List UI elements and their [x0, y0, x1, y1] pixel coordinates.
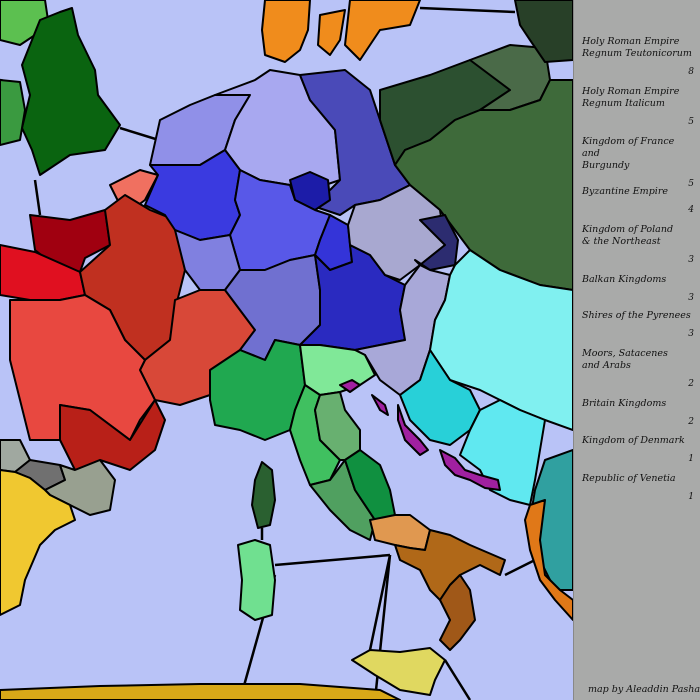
territory-spoleto[interactable] — [344, 449, 396, 521]
legend-entry: Holy Roman Empire Regnum Italicum 5 — [582, 86, 694, 128]
territory-corfu[interactable] — [439, 449, 501, 491]
territory-greece-coast[interactable] — [524, 499, 573, 621]
continent-name: Moors, Satacenes and Arabs — [582, 348, 668, 371]
continent-name: Kingdom of France and Burgundy — [582, 136, 675, 171]
legend-entry: Republic of Venetia 1 — [582, 473, 694, 503]
territory-calabria[interactable] — [439, 574, 476, 651]
continent-name: Holy Roman Empire Regnum Italicum — [582, 86, 680, 109]
territory-denmark-jutland[interactable] — [261, 0, 311, 63]
territory-silesia[interactable] — [347, 184, 446, 281]
legend-entry: Kingdom of Poland & the Northeast 3 — [582, 224, 694, 266]
territory-rome[interactable] — [369, 514, 431, 551]
continent-bonus: 1 — [688, 454, 694, 464]
territory-scania[interactable] — [344, 0, 421, 61]
legend-entry: Moors, Satacenes and Arabs 2 — [582, 348, 694, 390]
legend-entry: Holy Roman Empire Regnum Teutonicorum 8 — [582, 36, 694, 78]
territory-dalmatia[interactable] — [371, 394, 389, 416]
legend-entry: Balkan Kingdoms 3 — [582, 274, 694, 304]
continent-bonus: 2 — [688, 379, 694, 389]
territory-wales[interactable] — [0, 79, 26, 146]
territory-north-africa[interactable] — [0, 683, 401, 700]
continent-name: Kingdom of Denmark — [582, 435, 685, 446]
territory-venice[interactable] — [339, 379, 361, 393]
map-credit: map by Aleaddin Pasha — [588, 684, 700, 695]
continent-bonus: 1 — [688, 492, 694, 502]
continent-name: Republic of Venetia — [582, 473, 676, 484]
continent-name: Kingdom of Poland & the Northeast — [582, 224, 674, 247]
territory-sardinia[interactable] — [237, 539, 276, 621]
continent-bonus: 2 — [688, 417, 694, 427]
continent-name: Holy Roman Empire Regnum Teutonicorum — [582, 36, 692, 59]
continent-bonus: 3 — [688, 255, 694, 265]
continent-name: Byzantine Empire — [582, 186, 668, 197]
continent-bonus: 3 — [688, 329, 694, 339]
continent-name: Balkan Kingdoms — [582, 274, 667, 285]
continent-bonus: 3 — [688, 293, 694, 303]
legend-entry: Kingdom of France and Burgundy 5 — [582, 136, 694, 190]
continent-bonus: 4 — [688, 205, 694, 215]
continent-name: Shires of the Pyrenees — [582, 310, 691, 321]
territory-denmark-islands[interactable] — [317, 9, 346, 56]
territory-sicily[interactable] — [351, 647, 446, 696]
legend-entry: Britain Kingdoms 2 — [582, 398, 694, 428]
territory-naples[interactable] — [394, 529, 506, 601]
territory-lithuania[interactable] — [514, 0, 573, 63]
continent-bonus: 8 — [688, 67, 694, 77]
continent-bonus: 5 — [688, 179, 694, 189]
continent-bonus: 5 — [688, 117, 694, 127]
legend-entry: Kingdom of Denmark 1 — [582, 435, 694, 465]
territory-thrace[interactable] — [459, 399, 546, 506]
legend-entry: Shires of the Pyrenees 3 — [582, 310, 694, 340]
territory-toulouse[interactable] — [59, 399, 166, 471]
territory-castile[interactable] — [0, 469, 76, 616]
legend-entry: Byzantine Empire 4 — [582, 186, 694, 216]
territory-corsica[interactable] — [251, 461, 276, 529]
continent-legend: Holy Roman Empire Regnum Teutonicorum 8 H… — [573, 0, 700, 700]
game-map — [0, 0, 573, 700]
territory-england[interactable] — [21, 7, 121, 176]
continent-name: Britain Kingdoms — [582, 398, 667, 409]
territory-ragusa[interactable] — [397, 404, 429, 456]
territory-alsace[interactable] — [174, 229, 241, 291]
territory-aquitaine[interactable] — [9, 294, 156, 441]
